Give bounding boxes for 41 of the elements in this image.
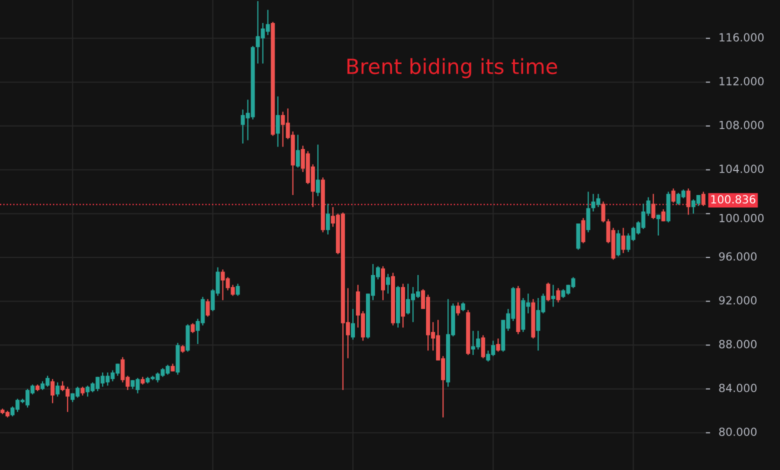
- candlestick: [276, 96, 280, 148]
- y-tick-label: 112.000: [720, 76, 764, 86]
- y-tick-label: 108.000: [720, 120, 764, 130]
- candlestick: [671, 188, 676, 204]
- candlestick: [546, 282, 550, 302]
- candlestick: [551, 284, 556, 308]
- candlestick: [190, 322, 195, 334]
- candlestick: [701, 191, 706, 207]
- candlestick: [586, 191, 590, 233]
- candlestick: [380, 266, 385, 301]
- candlestick: [581, 217, 586, 244]
- y-tick-label: 88.000: [719, 340, 757, 348]
- candlestick: [496, 338, 500, 352]
- y-tick-label: 96.000: [719, 252, 757, 261]
- ref-line-label: 100.836: [711, 195, 756, 204]
- candlestick: [621, 227, 626, 254]
- y-tick-label: 80.000: [719, 428, 757, 436]
- candlestick: [661, 208, 666, 222]
- candlestick: [316, 144, 320, 197]
- candlestick: [601, 201, 606, 223]
- candlestick: [556, 288, 560, 303]
- candlestick: [386, 273, 390, 294]
- candlestick: [656, 214, 660, 236]
- y-tick-label: 116.000: [720, 33, 764, 42]
- candlestick: [236, 283, 240, 296]
- candlestick: [326, 203, 330, 236]
- candlestick: [296, 134, 300, 168]
- y-tick-label: 84.000: [719, 384, 757, 392]
- y-tick-label: 100.000: [720, 214, 764, 222]
- candlestick: [686, 188, 690, 216]
- candlestick: [350, 308, 355, 340]
- text: Brent biding its time: [347, 58, 558, 78]
- y-tick-label: 92.000: [719, 296, 757, 305]
- candlestick: [481, 334, 486, 359]
- candlestick: [456, 302, 460, 316]
- candlestick: [56, 382, 60, 398]
- candlestick: [616, 230, 620, 257]
- candlestick: [206, 298, 210, 318]
- y-tick-label: 104.000: [720, 164, 764, 174]
- candlestick: [651, 193, 656, 220]
- candlestick: [50, 378, 55, 404]
